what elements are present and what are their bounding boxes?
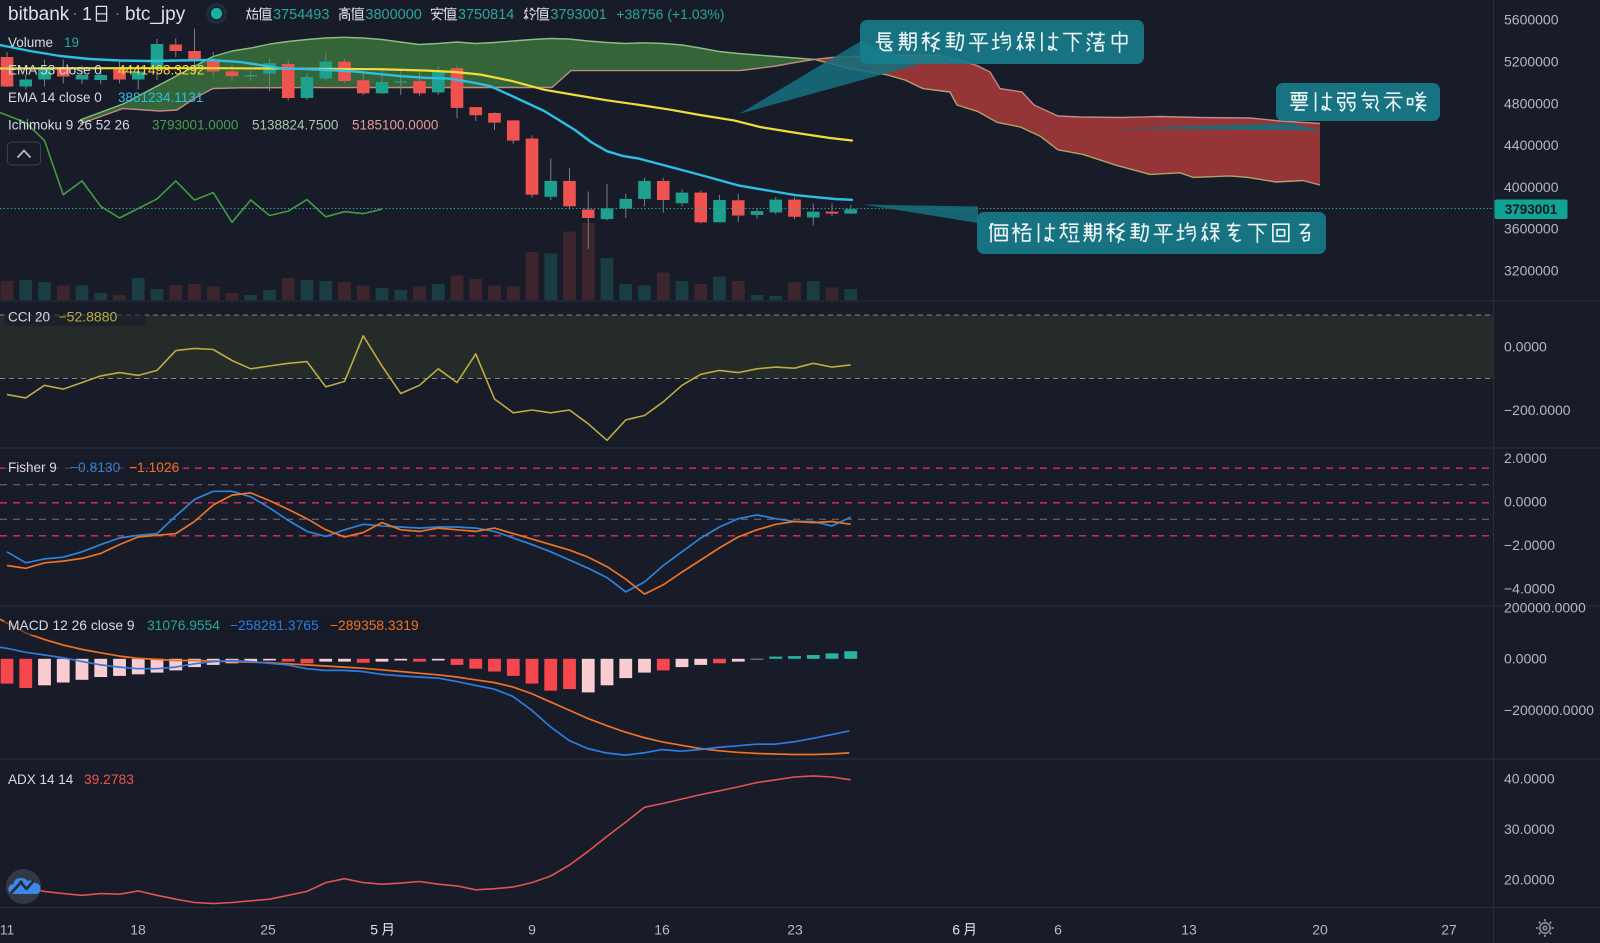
svg-text:·: ·	[73, 5, 78, 22]
svg-text:19: 19	[64, 35, 79, 50]
svg-text:bitbank: bitbank	[8, 4, 70, 25]
svg-text:0.0000: 0.0000	[1504, 651, 1547, 667]
svg-text:3793001: 3793001	[550, 7, 606, 23]
svg-text:3793001: 3793001	[1505, 202, 1558, 217]
svg-text:40.0000: 40.0000	[1504, 771, 1555, 787]
svg-text:6: 6	[952, 922, 960, 938]
svg-text:btc_jpy: btc_jpy	[125, 4, 186, 25]
svg-text:3881234.1131: 3881234.1131	[118, 90, 203, 105]
svg-text:MACD 12 26 close 9: MACD 12 26 close 9	[8, 618, 135, 633]
svg-text:−200.0000: −200.0000	[1504, 402, 1571, 418]
svg-text:−2.0000: −2.0000	[1504, 537, 1555, 553]
svg-text:13: 13	[1181, 922, 1197, 938]
svg-text:4441498.3292: 4441498.3292	[118, 63, 204, 78]
svg-text:5200000: 5200000	[1504, 54, 1559, 70]
svg-text:−289358.3319: −289358.3319	[330, 618, 419, 633]
svg-text:3200000: 3200000	[1504, 263, 1559, 279]
svg-text:20.0000: 20.0000	[1504, 872, 1555, 888]
svg-text:5185100.0000: 5185100.0000	[352, 118, 438, 133]
svg-text:9: 9	[528, 922, 536, 938]
svg-text:3793001.0000: 3793001.0000	[152, 118, 238, 133]
svg-text:23: 23	[787, 922, 803, 938]
svg-text:+38756 (+1.03%): +38756 (+1.03%)	[616, 6, 724, 22]
svg-text:·: ·	[115, 5, 120, 22]
svg-text:−258281.3765: −258281.3765	[230, 618, 319, 633]
svg-text:5600000: 5600000	[1504, 12, 1559, 28]
svg-text:3800000: 3800000	[365, 7, 421, 23]
svg-text:Fisher 9: Fisher 9	[8, 460, 57, 475]
svg-text:11: 11	[0, 922, 14, 938]
svg-text:EMA 53 close 0: EMA 53 close 0	[8, 63, 102, 78]
svg-text:3754493: 3754493	[273, 7, 329, 23]
svg-text:20: 20	[1312, 922, 1328, 938]
svg-text:16: 16	[654, 922, 670, 938]
svg-text:18: 18	[130, 922, 146, 938]
svg-text:−200000.0000: −200000.0000	[1504, 702, 1594, 718]
svg-text:5138824.7500: 5138824.7500	[252, 118, 338, 133]
svg-text:EMA 14 close 0: EMA 14 close 0	[8, 90, 102, 105]
svg-text:4800000: 4800000	[1504, 96, 1559, 112]
svg-text:−1.1026: −1.1026	[129, 460, 180, 475]
svg-text:4000000: 4000000	[1504, 179, 1559, 195]
svg-text:0.0000: 0.0000	[1504, 339, 1547, 355]
svg-text:3750814: 3750814	[458, 7, 514, 23]
svg-text:30.0000: 30.0000	[1504, 821, 1555, 837]
svg-text:−52.8880: −52.8880	[59, 309, 118, 325]
svg-text:4400000: 4400000	[1504, 137, 1559, 153]
svg-text:CCI 20: CCI 20	[8, 310, 50, 325]
svg-text:200000.0000: 200000.0000	[1504, 600, 1586, 616]
svg-text:6: 6	[1054, 922, 1062, 938]
svg-text:−4.0000: −4.0000	[1504, 581, 1555, 597]
svg-text:31076.9554: 31076.9554	[147, 618, 220, 633]
svg-text:2.0000: 2.0000	[1504, 450, 1547, 466]
svg-text:ADX 14 14: ADX 14 14	[8, 772, 74, 787]
svg-text:Volume: Volume	[8, 35, 53, 50]
svg-text:5: 5	[370, 922, 378, 938]
svg-text:0.0000: 0.0000	[1504, 494, 1547, 510]
svg-text:39.2783: 39.2783	[84, 772, 134, 787]
svg-text:25: 25	[260, 922, 276, 938]
svg-text:27: 27	[1441, 922, 1457, 938]
svg-text:1: 1	[82, 4, 92, 24]
svg-text:Ichimoku 9 26 52 26: Ichimoku 9 26 52 26	[8, 118, 130, 133]
svg-text:3600000: 3600000	[1504, 221, 1559, 237]
svg-text:−0.8130: −0.8130	[70, 460, 121, 475]
